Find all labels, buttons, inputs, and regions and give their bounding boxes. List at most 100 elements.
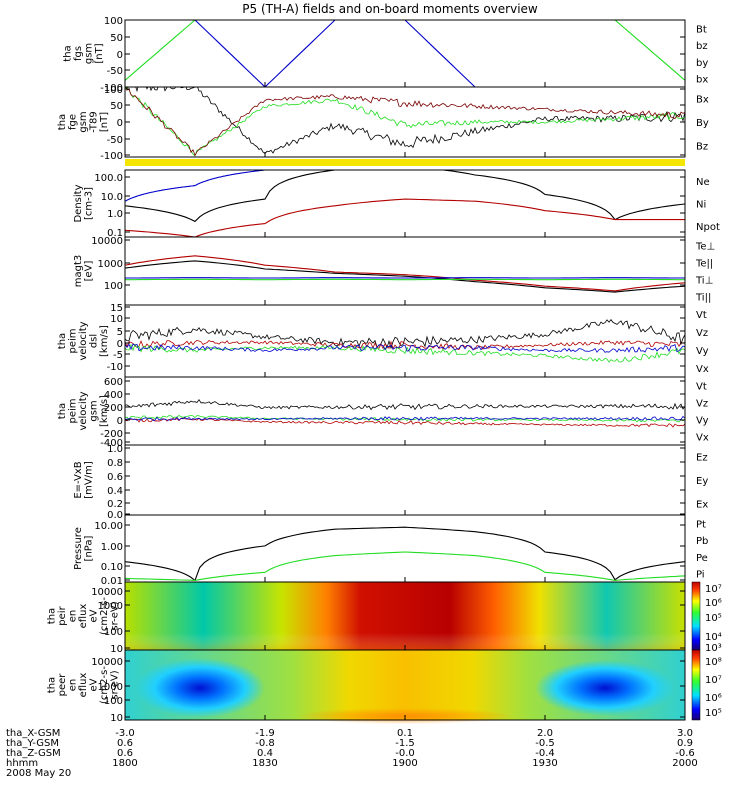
y-label-velocity_dsl: [km/s]: [99, 325, 110, 357]
legend-fgs-0: Bt: [696, 24, 707, 35]
legend-velocity_gsm-2: Vy: [696, 416, 709, 427]
y-tick-label-efield: 0.0: [107, 510, 123, 521]
y-tick-label-temp: 100: [104, 281, 123, 292]
y-tick-label-velocity_gsm: 400: [104, 390, 123, 401]
series-group-velocity_gsm: [125, 398, 685, 428]
y-label-velocity_dsl: tha: [57, 333, 68, 349]
series-velocity_dsl-Vy: [125, 343, 685, 363]
y-label-fgs: tha: [62, 45, 73, 61]
colorbar-label-peer: 10⁸: [705, 657, 722, 668]
series-velocity_gsm-Vx: [125, 415, 685, 421]
series-fge-Bz: [125, 87, 685, 157]
y-label-peir: sr-eV): [110, 601, 121, 630]
series-group-fgs: [125, 20, 685, 87]
y-tick-label-fgs: 50: [110, 33, 123, 44]
panel-frame-temp: [124, 236, 686, 306]
x-tick-label-x-gsm: -1.9: [255, 728, 275, 739]
x-tick-label-z-gsm: 0.6: [117, 748, 133, 759]
y-label-pressure: Pressure: [73, 527, 84, 570]
y-label-fgs: gsm: [83, 43, 94, 64]
legend-fge-2: Bz: [696, 141, 708, 152]
y-label-fge: -T89: [89, 111, 100, 133]
x-tick-label-x-gsm: 3.0: [677, 728, 693, 739]
x-label-hhmm: hhmm: [6, 758, 38, 769]
legend-density-1: Ni: [696, 200, 706, 211]
y-tick-label-density: 10.0: [101, 192, 123, 203]
series-density-Ni: [125, 170, 685, 223]
x-tick-label-z-gsm: -0.6: [675, 748, 695, 759]
y-label-fge: tha: [57, 114, 68, 130]
y-tick-label-pressure: 10.00: [94, 521, 123, 532]
y-label-efield: [mV/m]: [83, 461, 94, 499]
y-tick-label-peir: 10: [110, 644, 123, 655]
y-label-fgs: fgs: [73, 46, 84, 61]
legend-velocity_dsl-2: Vy: [696, 346, 709, 357]
legend-pressure-0: Pt: [696, 519, 706, 530]
y-tick-label-fge: 100: [104, 85, 123, 96]
y-tick-label-velocity_gsm: 0: [117, 416, 123, 427]
y-tick-label-density: 100.0: [94, 173, 123, 184]
date-label: 2008 May 20: [6, 768, 71, 779]
y-tick-label-velocity_dsl: 10: [110, 314, 123, 325]
y-label-density: Density: [73, 184, 84, 222]
y-label-fge: fge: [68, 114, 79, 130]
legend-pressure-3: Pi: [696, 570, 705, 581]
y-tick-label-peir: 10000: [91, 587, 123, 598]
x-tick-label-hhmm: 1930: [532, 758, 557, 769]
series-fgs-by: [125, 20, 685, 81]
y-tick-label-fge: -50: [107, 135, 123, 146]
legend-velocity_gsm-1: Vz: [696, 399, 708, 410]
series-group-pressure: [125, 526, 685, 582]
y-label-temp: [eV]: [83, 261, 94, 282]
y-tick-label-velocity_dsl: -5: [113, 350, 123, 361]
legend-pressure-1: Pb: [696, 536, 708, 547]
y-label-velocity_dsl: peim: [68, 328, 79, 353]
series-pressure-Pe: [125, 551, 685, 581]
legend-velocity_gsm-0: Vt: [696, 382, 707, 393]
legend-fge-0: Bx: [696, 95, 709, 106]
y-label-peir: (cm2-s-: [99, 597, 110, 635]
y-tick-label-efield: 0.6: [107, 472, 123, 483]
y-tick-label-peer: 1000: [98, 682, 123, 693]
y-label-peir: en: [68, 610, 79, 623]
legend-velocity_dsl-0: Vt: [696, 310, 707, 321]
y-tick-label-pressure: 1.00: [101, 542, 123, 553]
series-group-temp: [125, 255, 685, 293]
colorbar-label-peir: 10⁵: [705, 613, 722, 624]
x-tick-label-hhmm: 2000: [672, 758, 697, 769]
y-tick-label-fgs: -50: [107, 66, 123, 77]
colorbar-peir: [691, 581, 701, 651]
x-tick-label-z-gsm: -0.0: [395, 748, 415, 759]
panel-frame-pressure: [124, 514, 686, 583]
colorbar-peer: [691, 649, 701, 721]
x-label-y-gsm: tha_Y-GSM: [6, 738, 59, 749]
x-tick-label-z-gsm: 0.4: [257, 748, 273, 759]
y-tick-label-pressure: 0.01: [101, 576, 123, 587]
y-tick-label-velocity_gsm: 200: [104, 403, 123, 414]
y-tick-label-temp: 1000: [98, 259, 123, 270]
series-velocity_dsl-Vx: [125, 343, 685, 353]
y-tick-label-efield: 0.8: [107, 458, 123, 469]
y-label-density: [cm-3]: [83, 187, 94, 220]
panel-frame-fgs: [124, 19, 686, 88]
fge-quality-bar: [125, 159, 685, 166]
series-temp-Te||: [125, 260, 685, 293]
y-tick-label-temp: 10000: [91, 236, 123, 247]
series-temp-Te⊥: [125, 255, 685, 292]
legend-fgs-3: bx: [696, 75, 708, 86]
series-fge-Bx: [125, 87, 685, 155]
colorbar-label-peer: 10⁷: [705, 675, 722, 686]
series-density-Npot: [125, 170, 266, 202]
y-tick-label-pressure: 0.10: [101, 562, 123, 573]
x-tick-label-x-gsm: -3.0: [115, 728, 135, 739]
y-label-velocity_dsl: dsl: [89, 334, 100, 348]
y-label-peir: tha: [47, 608, 58, 624]
x-tick-label-y-gsm: -0.8: [255, 738, 275, 749]
series-group-velocity_dsl: [125, 319, 685, 363]
y-tick-label-fgs: 100: [104, 16, 123, 27]
legend-density-0: Ne: [696, 177, 710, 188]
panel-frames: [124, 19, 686, 721]
y-tick-label-efield: 0.2: [107, 499, 123, 510]
legend-velocity_gsm-3: Vx: [696, 433, 709, 444]
